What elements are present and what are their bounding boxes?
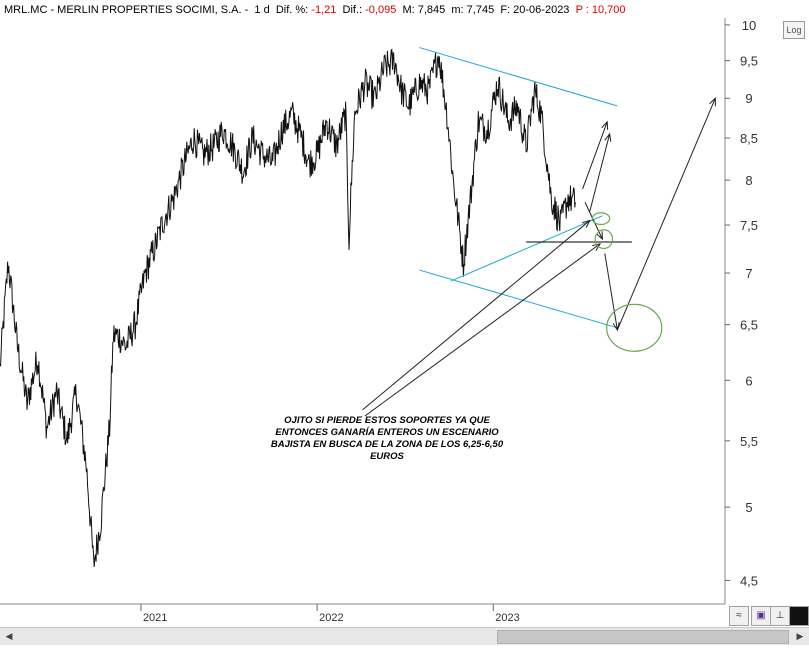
wave-tool-icon[interactable]: ≈ [729,606,749,626]
dif-value: -0,095 [365,4,397,16]
dif-pct-value: -1,21 [311,4,337,16]
arrow-head [709,97,716,107]
target-zone-circle [606,303,663,352]
date-label: F: 20-06-2023 [500,4,570,16]
save-icon[interactable]: ▣ [751,606,771,626]
target-zone-circle [594,229,614,250]
projection-arrow [362,220,591,411]
target-zone-circle [591,212,611,226]
y-tick-label: 8,5 [740,131,758,146]
chart-annotation: OJITO SI PIERDE ESTOS SOPORTES YA QUE EN… [270,415,504,462]
y-tick-label: 7 [745,266,752,281]
projection-arrow [589,133,611,212]
price-series-line [0,48,576,568]
dif-pct-label: Dif. %: [275,4,309,16]
scroll-right-icon[interactable]: ▶ [796,631,804,641]
y-tick-label: 7,5 [740,218,758,233]
color-swatch-icon[interactable] [789,606,809,626]
y-tick-label: 9 [745,91,752,106]
scroll-thumb[interactable] [497,630,789,644]
y-tick-label: 9,5 [740,54,758,69]
x-tick-label: 2023 [495,612,519,624]
arrow-head [592,243,602,251]
arrow-head [596,231,603,241]
min-label: m: 7,745 [451,4,495,16]
projection-arrow [364,243,601,417]
arrow-head [601,120,609,130]
y-tick-label: 8 [745,173,752,188]
log-scale-button[interactable]: Log [783,21,805,39]
upper-channel-line [419,47,618,107]
y-tick-label: 5 [745,500,752,515]
projection-arrow [584,202,603,240]
pin-icon[interactable]: ⊥ [770,606,790,626]
x-tick-label: 2022 [319,612,343,624]
ticker-label: MRL.MC - MERLIN PROPERTIES SOCIMI, S.A. … [4,4,249,16]
y-tick-label: 5,5 [740,434,758,449]
projection-arrow [616,98,716,331]
arrow-head [604,132,612,142]
instrument-header: MRL.MC - MERLIN PROPERTIES SOCIMI, S.A. … [4,4,626,16]
price-label: P : 10,700 [575,4,626,16]
period-label: 1 d [254,4,270,16]
arrow-head [582,219,591,228]
max-label: M: 7,845 [402,4,446,16]
y-tick-label: 6 [745,373,752,388]
projection-arrow [582,121,608,190]
y-tick-label: 6,5 [740,318,758,333]
scroll-left-icon[interactable]: ◀ [5,631,13,641]
horizontal-scrollbar[interactable]: ◀ ▶ [0,627,809,645]
lower-channel-line [419,269,618,329]
projection-arrow [604,253,618,331]
rising-trendline-line [450,215,603,282]
dif-label: Dif.: [342,4,363,16]
x-tick-label: 2021 [143,612,167,624]
y-tick-label: 4,5 [740,573,758,588]
y-tick-label: 10 [742,18,756,33]
